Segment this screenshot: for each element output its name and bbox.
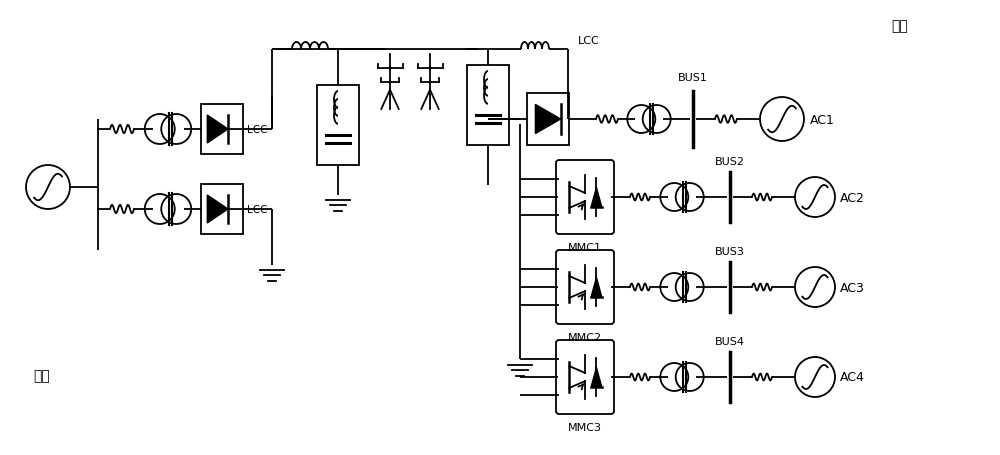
Polygon shape	[207, 116, 228, 144]
Text: LCC: LCC	[247, 125, 268, 135]
Polygon shape	[591, 278, 602, 297]
Text: MMC2: MMC2	[568, 332, 602, 342]
Text: AC1: AC1	[810, 113, 835, 126]
Text: LCC: LCC	[247, 205, 268, 214]
Text: AC3: AC3	[840, 281, 865, 294]
Text: 送端: 送端	[34, 368, 50, 382]
Bar	[527, 94, 569, 146]
Polygon shape	[207, 196, 228, 223]
Text: AC2: AC2	[840, 191, 865, 204]
Text: LCC: LCC	[578, 36, 600, 46]
Text: 受端: 受端	[892, 19, 908, 33]
Text: BUS1: BUS1	[678, 73, 708, 83]
Text: BUS2: BUS2	[715, 157, 745, 167]
Bar	[467, 66, 509, 146]
Polygon shape	[591, 368, 602, 387]
Bar	[201, 105, 243, 155]
Text: AC4: AC4	[840, 371, 865, 384]
Bar	[317, 86, 359, 166]
Text: MMC3: MMC3	[568, 422, 602, 432]
Text: BUS4: BUS4	[715, 336, 745, 346]
Text: BUS3: BUS3	[715, 247, 745, 257]
Polygon shape	[535, 105, 561, 134]
Bar	[201, 185, 243, 234]
Text: MMC1: MMC1	[568, 243, 602, 253]
Polygon shape	[591, 188, 602, 207]
